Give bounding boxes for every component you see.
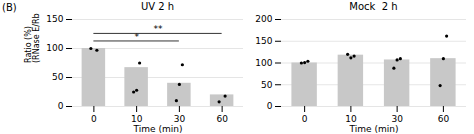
svg-text:30: 30 (391, 114, 403, 124)
svg-text:50: 50 (261, 80, 273, 90)
svg-text:60: 60 (438, 114, 450, 124)
svg-text:60: 60 (216, 114, 228, 124)
html-text:Mock 2 h: Mock 2 h (349, 1, 398, 12)
svg-text:0: 0 (58, 101, 64, 111)
svg-text:0: 0 (267, 101, 273, 111)
html-text:(B): (B) (2, 2, 17, 13)
svg-text:10: 10 (345, 114, 357, 124)
svg-text:200: 200 (255, 14, 272, 24)
svg-text:30: 30 (174, 114, 186, 124)
svg-text:150: 150 (255, 36, 272, 46)
svg-text:10: 10 (131, 114, 143, 124)
svg-text:Ratio (%)(RNase E/RbcL): Ratio (%)(RNase E/RbcL) (24, 13, 41, 63)
svg-text:100: 100 (255, 58, 272, 68)
svg-text:50: 50 (52, 72, 64, 82)
svg-text:Time (min): Time (min) (133, 124, 183, 134)
svg-text:0: 0 (91, 114, 97, 124)
svg-text:*: * (134, 32, 139, 42)
svg-text:**: ** (154, 24, 164, 34)
html-text:UV 2 h: UV 2 h (140, 1, 175, 12)
svg-text:Time (min): Time (min) (349, 124, 399, 134)
svg-text:100: 100 (46, 43, 63, 53)
svg-text:150: 150 (46, 14, 63, 24)
svg-text:0: 0 (302, 114, 308, 124)
